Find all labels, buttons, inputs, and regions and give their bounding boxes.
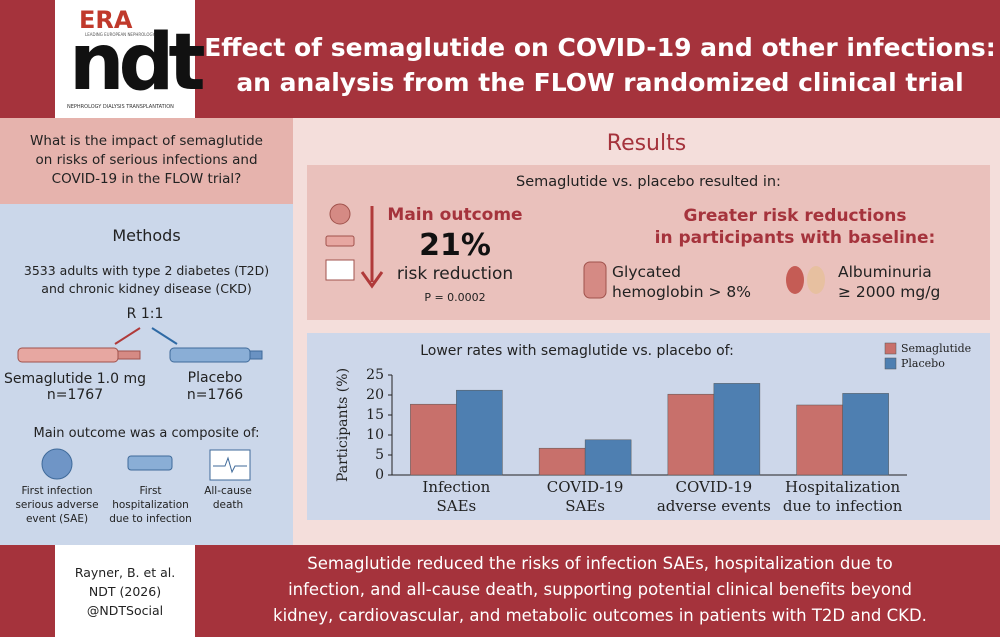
results-summary: Semaglutide vs. placebo resulted in:: [516, 174, 781, 190]
bar: [538, 447, 586, 476]
x-tick-label: COVID-19 SAEs: [546, 478, 624, 515]
logo-sub: LEADING EUROPEAN NEPHROLOGY: [85, 32, 155, 37]
subgroup-icons: [583, 261, 825, 299]
logo-ndt: ndt: [69, 18, 206, 108]
arrow: [151, 327, 178, 345]
main-outcome-value: 21%: [419, 228, 491, 263]
methods-box: [0, 204, 293, 545]
p-value: P = 0.0002: [424, 291, 486, 304]
bar: [842, 393, 889, 476]
composite-heading: Main outcome was a composite of:: [33, 426, 260, 441]
x-tick-label: Infection SAEs: [422, 478, 491, 515]
virus-icon: [41, 448, 73, 480]
logo-caption: NEPHROLOGY DIALYSIS TRANSPLANTATION: [67, 104, 174, 110]
y-tick-label: 5: [375, 447, 384, 463]
arm-name: Semaglutide 1.0 mg: [4, 371, 146, 387]
title: Effect of semaglutide on COVID-19 and ot…: [204, 33, 996, 97]
pen-icon: [169, 347, 251, 363]
bar: [713, 383, 761, 476]
y-tick-label: 25: [366, 367, 384, 383]
bar: [667, 393, 715, 476]
main-outcome-label: Main outcome: [387, 205, 523, 225]
citation-box: [55, 545, 195, 637]
bar: [456, 389, 503, 476]
question: What is the impact of semaglutide on ris…: [30, 133, 263, 187]
chart: 0 5 10 15 20 25 Participants (%) Semaglutide Pla…: [335, 342, 971, 483]
subgroup-heading: Greater risk reductions in participants …: [654, 206, 936, 248]
randomization: R 1:1: [126, 306, 164, 322]
question-box: [0, 118, 293, 204]
subgroup: Glycated hemoglobin > 8%: [612, 263, 751, 301]
pen-icon: [249, 350, 263, 360]
pen-icon: [17, 347, 119, 363]
legend-label: Placebo: [901, 357, 945, 370]
pen-icon: [117, 350, 141, 360]
monitor-icon: [213, 456, 247, 474]
methods-heading: Methods: [112, 226, 181, 245]
y-tick-label: 15: [366, 407, 384, 423]
arrow: [114, 327, 141, 345]
bar: [410, 403, 457, 476]
outcome-icons: [325, 203, 384, 289]
monitor-icon: [325, 259, 355, 281]
glucose-meter-icon: [583, 261, 607, 299]
legend-swatch: [884, 342, 897, 355]
bar: [796, 404, 843, 476]
chart-title: Lower rates with semaglutide vs. placebo…: [420, 343, 734, 359]
subgroup: Albuminuria ≥ 2000 mg/g: [838, 263, 941, 301]
x-tick-label: COVID-19 adverse events: [656, 478, 771, 515]
legend-swatch: [884, 357, 897, 370]
component: First infection serious adverse event (S…: [15, 485, 99, 525]
main-outcome-desc: risk reduction: [396, 264, 514, 284]
kidney-icon: [807, 266, 825, 294]
citation: Rayner, B. et al. NDT (2026) @NDTSocial: [74, 565, 176, 618]
bed-icon: [127, 455, 173, 471]
bar: [584, 439, 632, 476]
y-tick-label: 20: [366, 387, 384, 403]
legend-label: Semaglutide: [901, 342, 971, 355]
results-heading: Results: [606, 131, 687, 156]
footer-summary: Semaglutide reduced the risks of infecti…: [273, 554, 927, 625]
virus-icon: [329, 203, 351, 225]
x-tick-label: Hospitalization due to infection: [782, 478, 903, 515]
y-tick-label: 0: [375, 467, 384, 483]
monitor-icon: [209, 449, 251, 481]
bed-icon: [325, 235, 355, 247]
arm-n: n=1766: [186, 387, 244, 403]
results-box: [307, 165, 990, 320]
logo: ERA LEADING EUROPEAN NEPHROLOGY ndt NEPH…: [55, 0, 206, 118]
arm-n: n=1767: [46, 387, 104, 403]
arm-name: Placebo: [187, 370, 243, 386]
kidney-icon: [786, 266, 804, 294]
component: First hospitalization due to infection: [109, 485, 192, 525]
logo-era: ERA: [79, 6, 133, 34]
population: 3533 adults with type 2 diabetes (T2D) a…: [23, 263, 270, 296]
down-arrow: [360, 271, 384, 289]
y-axis-label: Participants (%): [335, 368, 351, 482]
component: All-cause death: [204, 485, 252, 511]
y-tick-label: 10: [366, 427, 384, 443]
component-icons: [41, 448, 251, 481]
randomization-graphic: [17, 327, 263, 363]
